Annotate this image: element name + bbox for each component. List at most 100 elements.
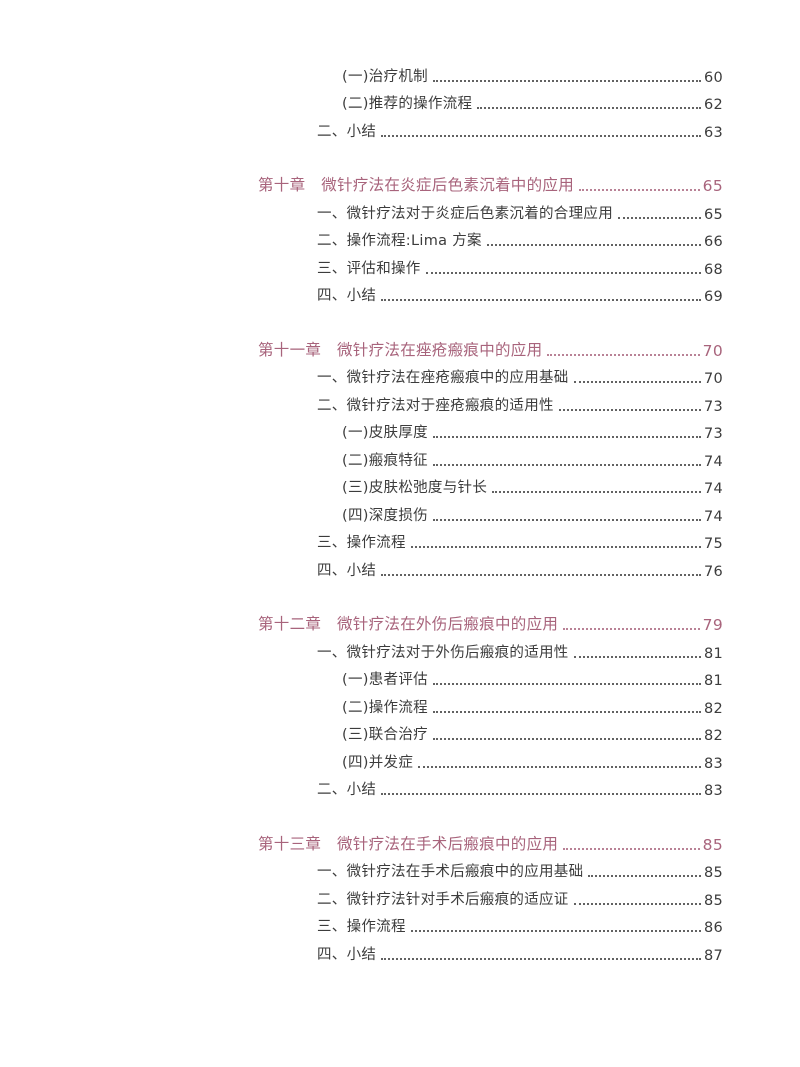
toc-entry: 二、微针疗法对于痤疮瘢痕的适用性 73: [258, 387, 723, 415]
dot-leader: [573, 655, 701, 658]
dot-leader: [573, 902, 701, 905]
toc-entry: (四)深度损伤 74: [258, 497, 723, 525]
toc-entry-page-number: 65: [702, 177, 723, 195]
dot-leader: [579, 189, 700, 191]
dot-leader: [425, 271, 701, 274]
toc-entry: 四、小结 87: [258, 936, 723, 964]
toc-entry-label: (一)皮肤厚度: [342, 425, 428, 441]
toc-entry: 四、小结 76: [258, 552, 723, 580]
toc-entry-page-number: 83: [703, 783, 723, 799]
dot-leader: [618, 216, 701, 219]
toc-entry-page-number: 81: [703, 645, 723, 662]
toc-entry-label: 一、微针疗法在手术后瘢痕中的应用基础: [317, 864, 584, 880]
toc-entry-label: 四、小结: [317, 288, 377, 304]
toc-entry-label: 一、微针疗法在痤疮瘢痕中的应用基础: [317, 370, 569, 386]
toc-entry-label: 二、微针疗法针对手术后瘢痕的适应证: [317, 891, 569, 908]
toc-entry-label: 第十章 微针疗法在炎症后色素沉着中的应用: [258, 176, 575, 194]
toc-entry: 一、微针疗法在手术后瘢痕中的应用基础 85: [258, 854, 723, 881]
toc-entry-label: 二、操作流程:Lima 方案: [317, 233, 482, 249]
toc-entry-label: 四、小结: [317, 562, 377, 579]
toc-entry-page-number: 76: [703, 563, 723, 580]
toc-entry-page-number: 66: [703, 234, 723, 250]
toc-entry-page-number: 70: [702, 341, 723, 360]
toc-entry-page-number: 87: [703, 947, 723, 964]
toc-entry-label: (三)联合治疗: [342, 727, 428, 743]
toc-entry-page-number: 86: [703, 920, 723, 936]
toc-entry-page-number: 74: [703, 453, 723, 470]
toc-entry-label: (四)并发症: [342, 754, 414, 771]
toc-entry-page-number: 69: [703, 289, 723, 305]
toc-entry: (四)并发症 83: [258, 744, 723, 772]
toc-entry-page-number: 83: [703, 755, 723, 772]
toc-entry-page-number: 73: [703, 398, 723, 415]
toc-entry: (二)操作流程 82: [258, 689, 723, 717]
dot-leader: [547, 353, 700, 356]
toc-entry: (三)联合治疗 82: [258, 717, 723, 744]
toc-entry-page-number: 74: [703, 481, 723, 497]
toc-entry: 二、小结 83: [258, 772, 723, 799]
toc-entry: 一、微针疗法对于外伤后瘢痕的适用性 81: [258, 634, 723, 662]
toc-entry-page-number: 70: [703, 371, 723, 387]
dot-leader: [477, 107, 701, 109]
toc-entry: (二)瘢痕特征 74: [258, 442, 723, 470]
toc-entry-page-number: 85: [703, 892, 723, 909]
toc-entry-page-number: 75: [703, 536, 723, 552]
toc-entry-label: (二)推荐的操作流程: [342, 96, 473, 112]
toc-entry-label: 一、微针疗法对于炎症后色素沉着的合理应用: [317, 205, 613, 222]
toc-entry-page-number: 65: [703, 206, 723, 223]
toc-entry-label: 二、小结: [317, 782, 377, 798]
toc-entry-page-number: 85: [702, 835, 723, 854]
dot-leader: [432, 738, 701, 740]
toc-entry-label: (二)瘢痕特征: [342, 452, 428, 469]
dot-leader: [563, 847, 700, 850]
dot-leader: [558, 408, 701, 411]
toc-entry-label: 一、微针疗法对于外伤后瘢痕的适用性: [317, 644, 569, 661]
toc-entry-label: 第十三章 微针疗法在手术后瘢痕中的应用: [258, 834, 559, 853]
toc-entry-label: 第十二章 微针疗法在外伤后瘢痕中的应用: [258, 615, 559, 633]
toc-entry: (三)皮肤松弛度与针长 74: [258, 470, 723, 497]
toc-entry-page-number: 60: [703, 69, 723, 86]
toc-entry-label: 三、操作流程: [317, 919, 406, 935]
dot-leader: [410, 930, 701, 932]
dot-leader: [381, 573, 701, 576]
dot-leader: [588, 875, 701, 877]
toc-entry: 第十一章 微针疗法在痤疮瘢痕中的应用 70: [258, 332, 723, 360]
toc-entry-label: 第十一章 微针疗法在痤疮瘢痕中的应用: [258, 340, 543, 359]
toc-entry-page-number: 74: [703, 508, 723, 525]
toc-entry: (一)治疗机制 60: [258, 58, 723, 86]
toc-entry-page-number: 68: [703, 261, 723, 278]
dot-leader: [486, 244, 701, 246]
dot-leader: [381, 299, 701, 301]
dot-leader: [432, 710, 701, 713]
dot-leader: [432, 518, 701, 521]
dot-leader: [432, 79, 701, 82]
toc-entry-page-number: 79: [702, 616, 723, 634]
toc-entry: (二)推荐的操作流程 62: [258, 86, 723, 113]
dot-leader: [573, 381, 701, 383]
toc-entry: (一)皮肤厚度 73: [258, 415, 723, 442]
dot-leader: [418, 765, 701, 768]
dot-leader: [410, 546, 701, 548]
toc-entry-label: (一)患者评估: [342, 672, 428, 688]
dot-leader: [381, 957, 701, 960]
toc-entry: 二、操作流程:Lima 方案 66: [258, 223, 723, 250]
toc-entry-label: 三、操作流程: [317, 535, 406, 551]
toc-entry-label: (二)操作流程: [342, 699, 428, 716]
toc-entry-page-number: 85: [703, 865, 723, 881]
dot-leader: [432, 436, 701, 438]
dot-leader: [432, 683, 701, 685]
toc-entry: (一)患者评估 81: [258, 662, 723, 689]
dot-leader: [432, 463, 701, 466]
table-of-contents: (一)治疗机制 60 (二)推荐的操作流程 62 二、小结 63 第十章 微针疗…: [258, 58, 723, 964]
toc-entry-label: 四、小结: [317, 946, 377, 963]
toc-entry-label: 二、微针疗法对于痤疮瘢痕的适用性: [317, 397, 554, 414]
toc-entry: 一、微针疗法在痤疮瘢痕中的应用基础 70: [258, 360, 723, 387]
toc-entry-label: 二、小结: [317, 123, 377, 140]
toc-entry-label: (一)治疗机制: [342, 68, 428, 85]
toc-entry-page-number: 82: [703, 728, 723, 744]
toc-entry-page-number: 62: [703, 97, 723, 113]
toc-entry: 三、评估和操作 68: [258, 250, 723, 278]
toc-entry: 第十三章 微针疗法在手术后瘢痕中的应用 85: [258, 826, 723, 854]
toc-entry-label: (四)深度损伤: [342, 507, 428, 524]
dot-leader: [492, 491, 701, 493]
